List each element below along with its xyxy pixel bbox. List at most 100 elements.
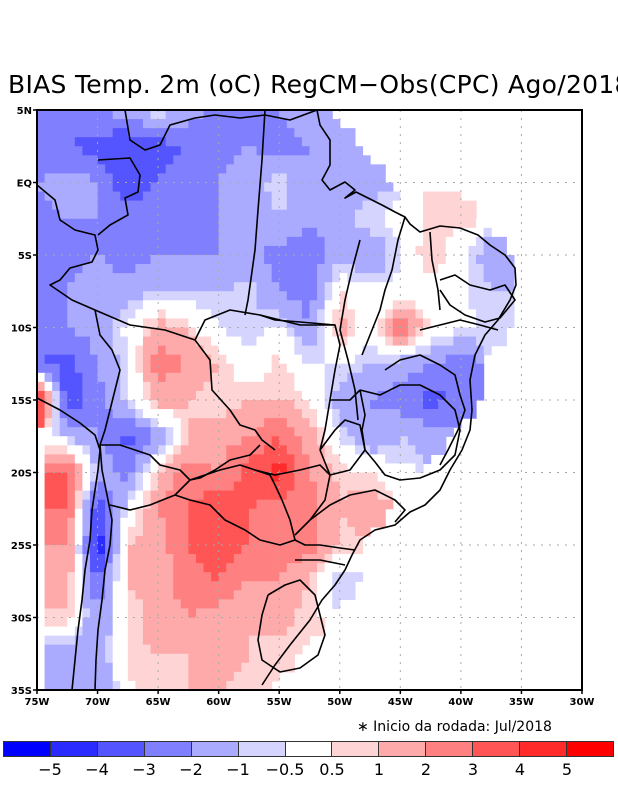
bias-cell: [264, 137, 273, 147]
bias-cell: [195, 590, 205, 600]
bias-cell: [127, 680, 136, 690]
bias-cell: [150, 255, 159, 265]
bias-cell: [286, 255, 295, 265]
bias-cell: [248, 128, 258, 138]
bias-cell: [354, 209, 364, 220]
bias-cell: [286, 227, 295, 238]
bias-cell: [67, 526, 76, 537]
bias-cell: [105, 508, 114, 519]
bias-cell: [226, 363, 235, 374]
bias-cell: [203, 218, 212, 229]
bias-cell: [241, 128, 250, 138]
bias-cell: [423, 300, 432, 310]
bias-cell: [279, 400, 288, 410]
bias-cell: [82, 481, 91, 492]
bias-cell: [317, 535, 326, 546]
border-state-goias-north: [330, 389, 361, 401]
bias-cell: [112, 300, 121, 310]
bias-cell: [332, 526, 341, 537]
bias-cell: [271, 164, 280, 175]
bias-cell: [142, 119, 152, 129]
bias-cell: [279, 554, 288, 564]
bias-cell: [97, 354, 106, 365]
bias-cell: [256, 291, 265, 301]
bias-cell: [370, 400, 379, 410]
bias-cell: [430, 363, 439, 374]
bias-cell: [226, 390, 235, 401]
bias-cell: [430, 327, 439, 338]
bias-cell: [400, 200, 409, 211]
bias-cell: [97, 472, 106, 483]
bias-cell: [430, 409, 439, 419]
bias-cell: [309, 599, 318, 610]
bias-cell: [44, 427, 53, 437]
bias-cell: [180, 363, 189, 374]
bias-cell: [120, 372, 129, 383]
bias-cell: [445, 227, 454, 238]
bias-cell: [195, 409, 205, 419]
bias-cell: [97, 345, 106, 356]
bias-cell: [453, 318, 462, 329]
bias-cell: [324, 119, 333, 129]
bias-cell: [279, 200, 288, 211]
bias-cell: [74, 128, 84, 138]
bias-cell: [211, 490, 220, 501]
bias-cell: [173, 182, 182, 193]
bias-cell: [142, 572, 152, 582]
bias-cell: [165, 427, 174, 437]
bias-cell: [354, 191, 364, 202]
bias-cell: [241, 608, 250, 619]
bias-cell: [211, 671, 220, 682]
bias-cell: [271, 227, 280, 238]
bias-cell: [430, 264, 439, 274]
bias-cell: [460, 236, 470, 247]
bias-cell: [52, 508, 61, 519]
bias-cell: [438, 436, 447, 446]
bias-cell: [377, 400, 386, 410]
bias-cell: [354, 572, 364, 582]
bias-cell: [301, 545, 311, 555]
bias-cell: [301, 146, 311, 156]
bias-cell: [362, 445, 371, 455]
bias-cell: [317, 418, 326, 428]
bias-cell: [37, 110, 46, 120]
bias-cell: [362, 300, 371, 310]
bias-cell: [67, 372, 76, 383]
bias-cell: [82, 363, 91, 374]
bias-cell: [203, 644, 212, 655]
bias-cell: [226, 119, 235, 129]
bias-cell: [195, 209, 205, 220]
bias-cell: [89, 146, 99, 156]
bias-cell: [195, 155, 205, 165]
bias-cell: [248, 110, 258, 120]
bias-cell: [165, 545, 174, 555]
bias-cell: [188, 137, 197, 147]
bias-cell: [158, 427, 167, 437]
bias-cell: [105, 381, 114, 392]
bias-cell: [248, 363, 258, 374]
bias-cell: [67, 563, 76, 573]
bias-cell: [211, 182, 220, 193]
bias-cell: [74, 472, 84, 483]
bias-cell: [211, 309, 220, 320]
bias-cell: [271, 427, 280, 437]
bias-cell: [127, 590, 136, 600]
bias-cell: [332, 146, 341, 156]
bias-cell: [44, 390, 53, 401]
bias-cell: [370, 481, 379, 492]
bias-cell: [301, 481, 311, 492]
bias-cell: [294, 128, 303, 138]
bias-cell: [52, 572, 61, 582]
bias-cell: [188, 626, 197, 637]
bias-cell: [97, 309, 106, 320]
bias-cell: [286, 626, 295, 637]
bias-cell: [52, 545, 61, 555]
bias-cell: [294, 209, 303, 220]
bias-cell: [218, 336, 227, 347]
bias-cell: [256, 318, 265, 329]
bias-cell: [453, 390, 462, 401]
bias-cell: [211, 427, 220, 437]
bias-cell: [150, 282, 159, 292]
bias-cell: [127, 227, 136, 238]
border-bolivia-west: [94, 309, 121, 446]
